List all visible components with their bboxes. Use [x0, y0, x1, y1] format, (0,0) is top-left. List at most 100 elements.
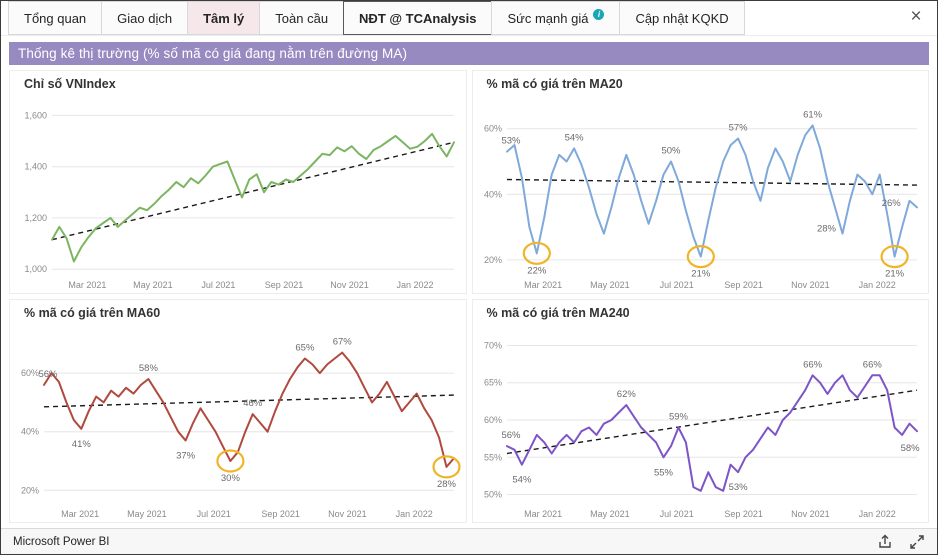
- x-axis-tick-label: Mar 2021: [61, 509, 99, 519]
- tab-label: Tâm lý: [203, 10, 245, 26]
- data-label: 58%: [139, 363, 159, 374]
- data-label: 54%: [512, 475, 532, 486]
- tab-toan-cau[interactable]: Toàn cầu: [259, 1, 345, 35]
- x-axis-tick-label: Jan 2022: [396, 509, 433, 519]
- panel-ma20: % mã có giá trên MA20 20% 40% 60% Mar 2021 M…: [471, 70, 929, 294]
- x-axis-tick-label: Jan 2022: [858, 509, 895, 519]
- y-axis-tick-label: 70%: [483, 341, 501, 351]
- data-label: 21%: [691, 269, 711, 280]
- section-header: Thống kê thị trường (% số mã có giá đang…: [9, 42, 929, 65]
- x-axis-tick-label: May 2021: [133, 280, 173, 290]
- panel-vnindex: Chỉ số VNIndex 1,000 1,200 1,400 1,600 Mar 2…: [9, 70, 467, 294]
- chart-title: % mã có giá trên MA60: [24, 306, 161, 320]
- x-axis-tick-label: Sep 2021: [724, 280, 763, 290]
- data-label: 67%: [333, 337, 353, 348]
- data-label: 56%: [501, 430, 521, 441]
- data-label: 28%: [816, 224, 836, 235]
- y-axis-tick-label: 40%: [483, 189, 501, 199]
- y-axis-tick-label: 65%: [483, 378, 501, 388]
- fullscreen-icon[interactable]: [909, 534, 925, 550]
- footer-bar: Microsoft Power BI: [1, 528, 937, 554]
- annotation-circle: [880, 245, 909, 269]
- data-label: 54%: [564, 132, 584, 143]
- x-axis-tick-label: May 2021: [590, 280, 630, 290]
- tab-cap-nhat-kqkd[interactable]: Cập nhật KQKD: [619, 1, 745, 35]
- tab-label: Toàn cầu: [275, 10, 329, 26]
- ma240-chart-canvas[interactable]: 50% 55% 60% 65% 70% Mar 2021 May 2021 Jul 2021 S…: [473, 322, 929, 522]
- y-axis-tick-label: 40%: [21, 427, 39, 437]
- data-label: 50%: [661, 146, 681, 157]
- y-axis-tick-label: 1,200: [24, 213, 47, 223]
- tab-label: Cập nhật KQKD: [635, 10, 729, 26]
- x-axis-tick-label: Nov 2021: [791, 509, 830, 519]
- tab-label: Sức mạnh giá: [507, 10, 589, 26]
- annotation-circle: [432, 455, 461, 479]
- trend-line: [51, 141, 455, 241]
- info-icon[interactable]: i: [593, 9, 605, 20]
- x-axis-tick-label: Nov 2021: [328, 509, 367, 519]
- tab-label: Tổng quan: [24, 10, 87, 26]
- x-axis-tick-label: Jan 2022: [858, 280, 895, 290]
- data-label: 61%: [803, 109, 823, 120]
- section-title: Thống kê thị trường (% số mã có giá đang…: [18, 46, 408, 61]
- data-label: 53%: [501, 136, 521, 147]
- chart-title: % mã có giá trên MA240: [486, 306, 630, 320]
- ma20-chart-canvas[interactable]: 20% 40% 60% Mar 2021 May 2021 Jul 2021 Sep 202…: [473, 93, 929, 293]
- series-line: [43, 351, 455, 468]
- chart-body: 20% 40% 60% Mar 2021 May 2021 Jul 2021 Sep 202…: [10, 322, 466, 522]
- data-label: 28%: [437, 479, 457, 490]
- x-axis-tick-label: Jul 2021: [201, 280, 235, 290]
- x-axis-tick-label: Sep 2021: [261, 509, 300, 519]
- x-axis-tick-label: Mar 2021: [524, 509, 562, 519]
- y-axis-tick-label: 1,000: [24, 264, 47, 274]
- x-axis-tick-label: Jul 2021: [197, 509, 231, 519]
- powerbi-brand: Microsoft Power BI: [13, 535, 110, 548]
- close-icon[interactable]: ×: [910, 6, 922, 27]
- data-label: 56%: [38, 369, 58, 380]
- chart-title: % mã có giá trên MA20: [486, 77, 623, 91]
- tab-label: NĐT @ TCAnalysis: [359, 10, 477, 26]
- tab-tong-quan[interactable]: Tổng quan: [8, 1, 103, 35]
- annotation-circle: [686, 245, 715, 269]
- y-axis-tick-label: 60%: [483, 415, 501, 425]
- data-label: 41%: [72, 439, 92, 450]
- y-axis-tick-label: 20%: [483, 255, 501, 265]
- tab-tam-ly[interactable]: Tâm lý: [187, 1, 261, 35]
- x-axis-tick-label: Nov 2021: [330, 280, 369, 290]
- vnindex-chart-canvas[interactable]: 1,000 1,200 1,400 1,600 Mar 2021 May 2021 Jul …: [10, 93, 466, 293]
- data-label: 55%: [653, 467, 673, 478]
- share-icon[interactable]: [877, 534, 893, 550]
- data-label: 37%: [176, 451, 196, 462]
- x-axis-tick-label: Jul 2021: [659, 509, 693, 519]
- tab-giao-dich[interactable]: Giao dịch: [101, 1, 189, 35]
- x-axis-tick-label: Jan 2022: [396, 280, 433, 290]
- y-axis-tick-label: 50%: [483, 490, 501, 500]
- tab-suc-manh-gia[interactable]: Sức mạnh giá i: [491, 1, 621, 35]
- tab-label: Giao dịch: [117, 10, 173, 26]
- y-axis-tick-label: 1,400: [24, 162, 47, 172]
- x-axis-tick-label: Jul 2021: [659, 280, 693, 290]
- series-line: [505, 124, 918, 258]
- x-axis-tick-label: Sep 2021: [265, 280, 304, 290]
- x-axis-tick-label: Sep 2021: [724, 509, 763, 519]
- x-axis-tick-label: May 2021: [127, 509, 167, 519]
- y-axis-tick-label: 60%: [21, 368, 39, 378]
- series-line: [505, 374, 918, 492]
- chart-body: 20% 40% 60% Mar 2021 May 2021 Jul 2021 Sep 202…: [473, 93, 929, 293]
- y-axis-tick-label: 1,600: [24, 110, 47, 120]
- ma60-chart-canvas[interactable]: 20% 40% 60% Mar 2021 May 2021 Jul 2021 Sep 202…: [10, 322, 466, 522]
- trend-line: [506, 389, 917, 455]
- data-label: 46%: [243, 398, 263, 409]
- data-label: 59%: [668, 412, 688, 423]
- chart-body: 1,000 1,200 1,400 1,600 Mar 2021 May 2021 Jul …: [10, 93, 466, 293]
- data-label: 58%: [900, 443, 920, 454]
- data-label: 66%: [862, 359, 882, 370]
- data-label: 21%: [885, 269, 905, 280]
- series-line: [51, 132, 455, 263]
- x-axis-tick-label: Mar 2021: [524, 280, 562, 290]
- y-axis-tick-label: 60%: [483, 124, 501, 134]
- data-label: 22%: [527, 265, 547, 276]
- tab-ndt-tcanalysis[interactable]: NĐT @ TCAnalysis: [343, 1, 493, 35]
- x-axis-tick-label: May 2021: [590, 509, 630, 519]
